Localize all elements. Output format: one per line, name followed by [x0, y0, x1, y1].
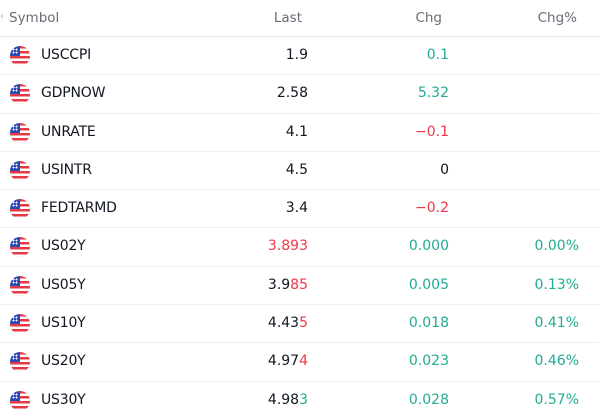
- us-flag-icon: [10, 390, 30, 411]
- symbol-label: US10Y: [41, 315, 86, 332]
- collapse-caret-icon[interactable]: ‹: [0, 11, 4, 22]
- change-value: 0.000: [408, 238, 449, 255]
- last-price-main: 4.1: [285, 123, 308, 140]
- last-price-main: 4.43: [267, 315, 300, 332]
- last-price: 3.985: [268, 277, 308, 293]
- change-value: 0.1: [426, 47, 449, 63]
- us-flag-icon: [10, 160, 30, 181]
- symbol-label: UNRATE: [41, 123, 96, 140]
- change-value: −0.2: [415, 200, 449, 217]
- us-flag-icon: [10, 199, 30, 220]
- table-body: USCCPI 1.9 0.1 GDPNOW 2.58 5.32 UNRATE 4…: [0, 37, 599, 419]
- last-price-highlight: 85: [290, 276, 308, 293]
- table-row[interactable]: USINTR 4.5 0: [0, 152, 599, 191]
- header-chg-pct[interactable]: Chg%: [537, 10, 577, 26]
- last-price: 3.4: [286, 200, 308, 216]
- last-price: 4.983: [268, 392, 308, 408]
- symbol-label: USINTR: [41, 161, 92, 178]
- change-percent: 0.41%: [534, 315, 579, 332]
- last-price: 4.1: [286, 124, 308, 140]
- us-flag-icon: [10, 352, 30, 373]
- us-flag-icon: [10, 237, 30, 258]
- last-price-highlight: 3.893: [267, 238, 308, 255]
- last-price: 3.893: [268, 238, 308, 254]
- last-price: 1.9: [286, 47, 308, 63]
- table-row[interactable]: US20Y 4.974 0.023 0.46%: [0, 343, 599, 382]
- us-flag-icon: [10, 84, 30, 105]
- table-row[interactable]: USCCPI 1.9 0.1: [0, 37, 599, 76]
- symbol-label: US05Y: [41, 276, 86, 293]
- last-price: 4.5: [286, 162, 308, 178]
- header-symbol[interactable]: Symbol: [9, 10, 60, 26]
- change-percent: 0.57%: [534, 391, 579, 408]
- change-value: 0: [440, 161, 449, 178]
- last-price-main: 1.9: [285, 47, 308, 63]
- symbol-label: GDPNOW: [41, 85, 106, 102]
- table-row[interactable]: UNRATE 4.1 −0.1: [0, 114, 599, 152]
- table-row[interactable]: US02Y 3.893 0.000 0.00%: [0, 228, 599, 267]
- symbol-label: US02Y: [41, 238, 86, 255]
- last-price-main: 4.5: [285, 161, 308, 178]
- symbol-label: FEDTARMD: [41, 200, 117, 217]
- last-price-main: 4.97: [267, 353, 300, 370]
- change-value: 0.018: [408, 315, 449, 332]
- last-price-main: 3.9: [267, 276, 291, 293]
- change-value: −0.1: [415, 123, 449, 140]
- symbol-label: US30Y: [41, 391, 86, 408]
- change-percent: 0.46%: [534, 353, 579, 370]
- us-flag-icon: [10, 275, 30, 296]
- header-last[interactable]: Last: [273, 10, 302, 26]
- change-percent: 0.00%: [534, 238, 579, 255]
- us-flag-icon: [10, 314, 30, 335]
- header-chg[interactable]: Chg: [415, 10, 442, 26]
- change-value: 0.023: [408, 353, 449, 370]
- us-flag-icon: [10, 46, 30, 66]
- last-price-highlight: 5: [299, 315, 308, 332]
- last-price: 4.435: [268, 315, 308, 331]
- last-price: 2.58: [277, 85, 308, 101]
- table-row[interactable]: US05Y 3.985 0.005 0.13%: [0, 267, 599, 306]
- last-price-main: 3.4: [285, 200, 308, 217]
- change-value: 5.32: [417, 85, 449, 102]
- last-price-highlight: 4: [299, 353, 308, 370]
- table-row[interactable]: US10Y 4.435 0.018 0.41%: [0, 305, 599, 344]
- table-row[interactable]: US30Y 4.983 0.028 0.57%: [0, 382, 599, 419]
- table-row[interactable]: FEDTARMD 3.4 −0.2: [0, 190, 599, 229]
- table-header: ‹ Symbol Last Chg Chg%: [0, 0, 599, 37]
- last-price-highlight: 3: [299, 391, 308, 408]
- us-flag-icon: [10, 122, 30, 143]
- table-row[interactable]: GDPNOW 2.58 5.32: [0, 75, 599, 114]
- last-price-main: 4.98: [267, 391, 300, 408]
- symbol-label: USCCPI: [41, 47, 92, 63]
- symbol-label: US20Y: [41, 353, 86, 370]
- change-value: 0.005: [408, 276, 449, 293]
- last-price-main: 2.58: [276, 85, 308, 102]
- last-price: 4.974: [268, 353, 308, 369]
- change-value: 0.028: [408, 391, 449, 408]
- change-percent: 0.13%: [534, 276, 579, 293]
